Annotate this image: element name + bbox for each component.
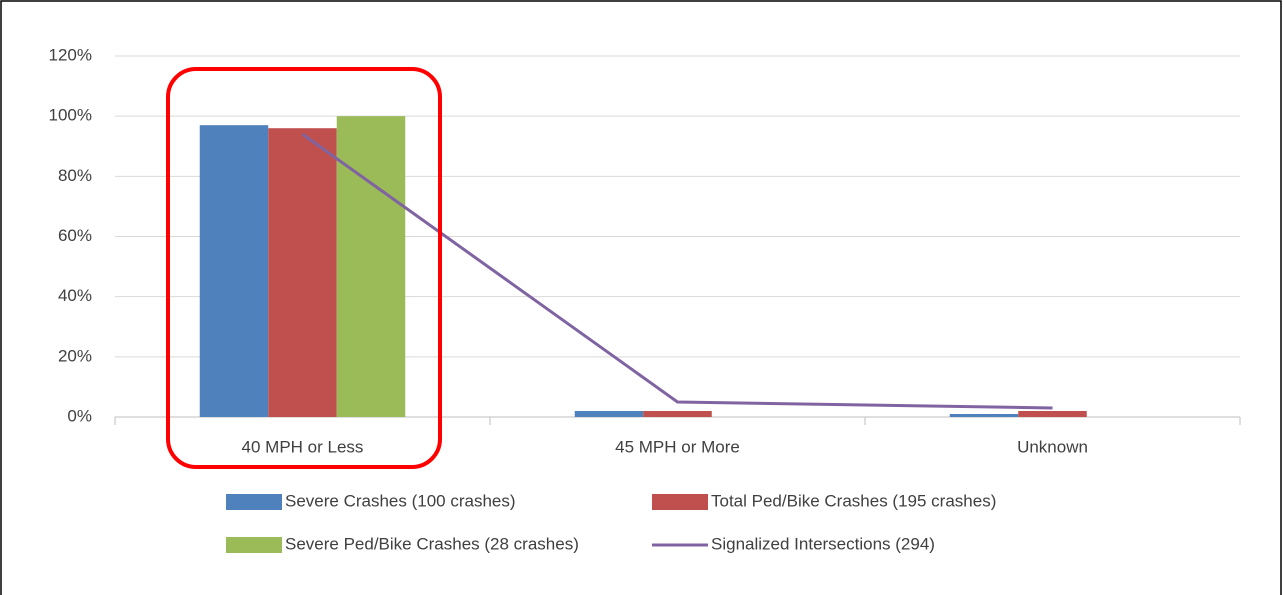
bar [643, 410, 712, 417]
plot-area: 0% 20% 40% 60% 80% 100% 120% 40 MPH or Less 45 M… [49, 45, 1241, 553]
y-tick-label: 40% [58, 286, 92, 305]
bar [336, 116, 406, 418]
legend-swatch [226, 494, 282, 510]
y-tick-label: 60% [58, 226, 92, 245]
bar [268, 128, 337, 417]
legend-label: Severe Ped/Bike Crashes (28 crashes) [285, 534, 579, 553]
y-tick-label: 80% [58, 166, 92, 185]
y-tick-label: 120% [49, 45, 92, 64]
legend-label: Total Ped/Bike Crashes (195 crashes) [711, 491, 996, 510]
legend-swatch [652, 494, 708, 510]
legend-label: Signalized Intersections (294) [711, 534, 935, 553]
y-tick-label: 0% [67, 406, 92, 425]
x-tick-label: 45 MPH or More [615, 437, 740, 456]
bar [199, 125, 269, 418]
y-tick-label: 100% [49, 106, 92, 125]
line-series [301, 132, 1053, 410]
x-tick-label: 40 MPH or Less [242, 437, 364, 456]
legend-label: Severe Crashes (100 crashes) [285, 491, 516, 510]
x-tick-label: Unknown [1017, 437, 1088, 456]
bar [949, 413, 1019, 417]
y-tick-label: 20% [58, 346, 92, 365]
bar [1018, 410, 1087, 417]
highlight-box [166, 67, 442, 469]
legend-swatch [226, 537, 282, 553]
bar [574, 410, 644, 417]
